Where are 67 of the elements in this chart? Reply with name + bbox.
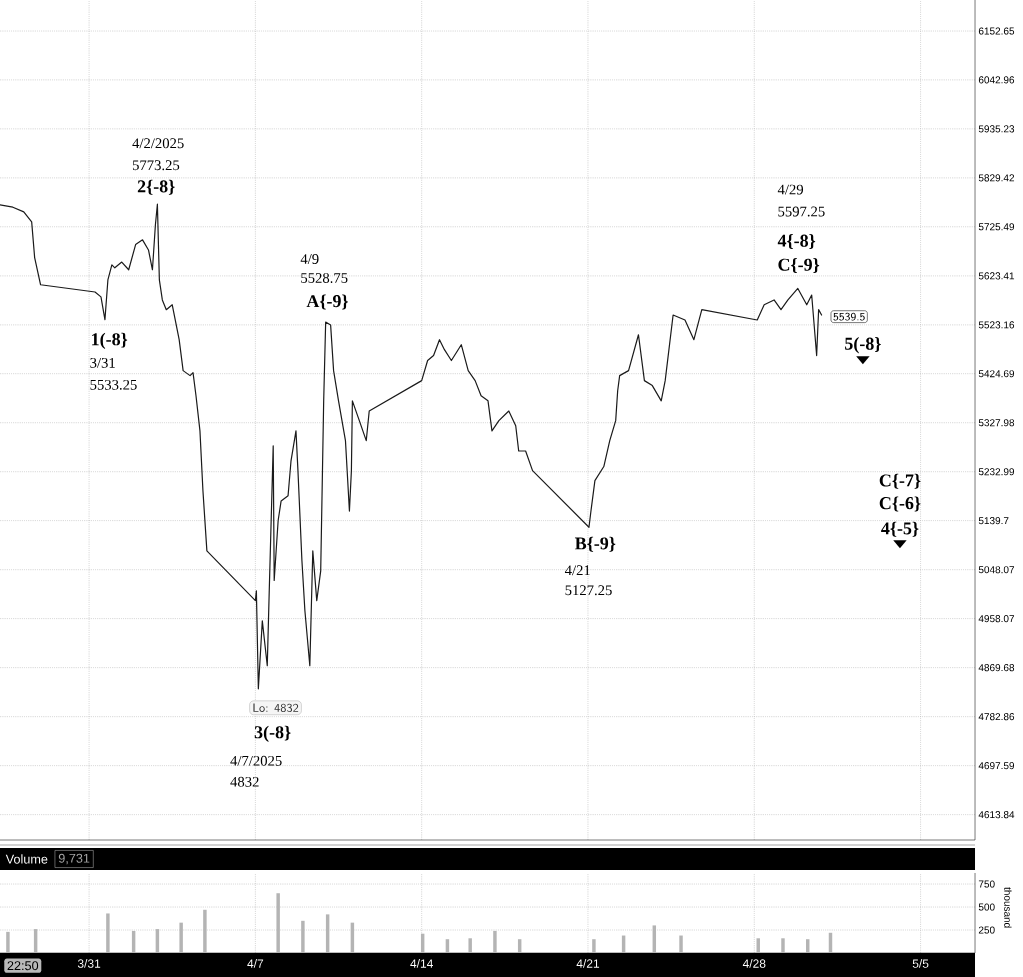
annotation: 5773.25: [132, 160, 180, 171]
annotation: 2{-8}: [137, 179, 175, 195]
annotation: 1(-8}: [92, 332, 128, 349]
text: 9,731: [58, 853, 90, 865]
bar: [276, 893, 280, 953]
bar: [203, 909, 207, 953]
annotation: C{-6}: [879, 496, 921, 512]
bar: [6, 931, 10, 953]
y-axis-title: thousand: [1004, 887, 1012, 928]
y-tick-label: 4869.68: [978, 664, 1015, 672]
y-tick-label: 250: [978, 926, 995, 934]
text: 22:50: [7, 961, 39, 971]
annotation: 4/21: [564, 565, 590, 576]
bar: [301, 920, 305, 953]
bar: [106, 913, 110, 953]
annotation: 4{-5}: [881, 521, 919, 537]
bar: [781, 938, 785, 953]
annotation: 5127.25: [565, 585, 612, 596]
y-tick-label: 5048.07: [978, 566, 1015, 574]
y-tick-label: 5935.23: [978, 125, 1015, 133]
annotation: 3(-8}: [254, 725, 291, 742]
x-tick-label: 4/7: [247, 959, 264, 968]
y-tick-label: 6042.96: [978, 76, 1015, 84]
annotation: 4/7/2025: [230, 755, 282, 766]
bar: [179, 922, 183, 953]
annotation: B{-9}: [574, 536, 616, 552]
y-tick-label: 4782.86: [978, 713, 1015, 721]
bar: [468, 938, 472, 953]
y-tick-label: 5725.49: [978, 223, 1015, 231]
annotation: 5(-8}: [845, 337, 881, 354]
y-tick-label: 5232.99: [978, 468, 1015, 476]
line-series: [0, 203, 823, 690]
y-tick-label: 4958.07: [978, 615, 1015, 623]
y-tick-label: 5523.16: [978, 321, 1015, 329]
annotation: 3/31: [90, 357, 115, 368]
y-tick-label: 5424.69: [978, 370, 1015, 378]
x-tick-label: 4/21: [576, 959, 600, 968]
y-tick-label: 6152.65: [978, 27, 1015, 35]
annotation: C{-9}: [778, 258, 820, 273]
annotation: 5539.5: [833, 312, 865, 321]
annotation: C{-7}: [879, 473, 921, 489]
y-tick-label: 5327.98: [978, 419, 1015, 427]
annotation: 5597.25: [778, 206, 825, 217]
bar: [679, 935, 683, 953]
x-tick-label: 4/28: [742, 959, 766, 968]
annotation: 4/9: [300, 254, 319, 264]
y-tick-label: 750: [978, 880, 995, 888]
x-tick-label: 3/31: [77, 959, 101, 968]
annotation: 4{-8}: [777, 234, 816, 249]
bar: [493, 930, 497, 953]
chart-title: Volume: [5, 854, 48, 864]
annotation: 5533.25: [90, 379, 137, 390]
annotation: 4/29: [777, 184, 804, 195]
y-tick-label: 500: [978, 903, 995, 911]
annotation: 5528.75: [301, 273, 348, 283]
x-tick-label: 4/14: [410, 959, 433, 968]
annotation: 4832: [230, 776, 259, 787]
y-tick-label: 5139.7: [978, 517, 1009, 525]
x-tick-label: 5/5: [912, 959, 929, 968]
y-tick-label: 5623.41: [978, 272, 1015, 280]
bar: [592, 939, 596, 953]
annotation: A{-9}: [306, 294, 348, 310]
annotation: 4/2/2025: [132, 138, 184, 149]
y-tick-label: 4613.84: [978, 811, 1015, 819]
annotation: Lo: 4832: [253, 703, 299, 713]
y-tick-label: 5829.42: [978, 174, 1015, 182]
y-tick-label: 4697.59: [978, 762, 1015, 770]
